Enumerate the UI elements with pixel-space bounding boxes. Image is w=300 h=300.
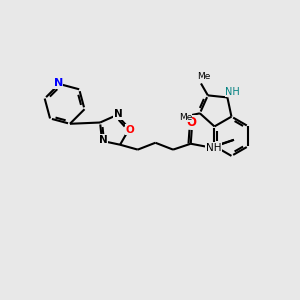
Text: N: N [99,135,107,145]
Text: N: N [114,109,122,119]
Text: N: N [54,78,63,88]
Text: Me: Me [197,72,210,81]
Text: NH: NH [206,143,221,153]
Text: O: O [126,125,135,135]
Text: O: O [187,116,197,129]
Text: NH: NH [225,87,240,97]
Text: Me: Me [179,113,192,122]
